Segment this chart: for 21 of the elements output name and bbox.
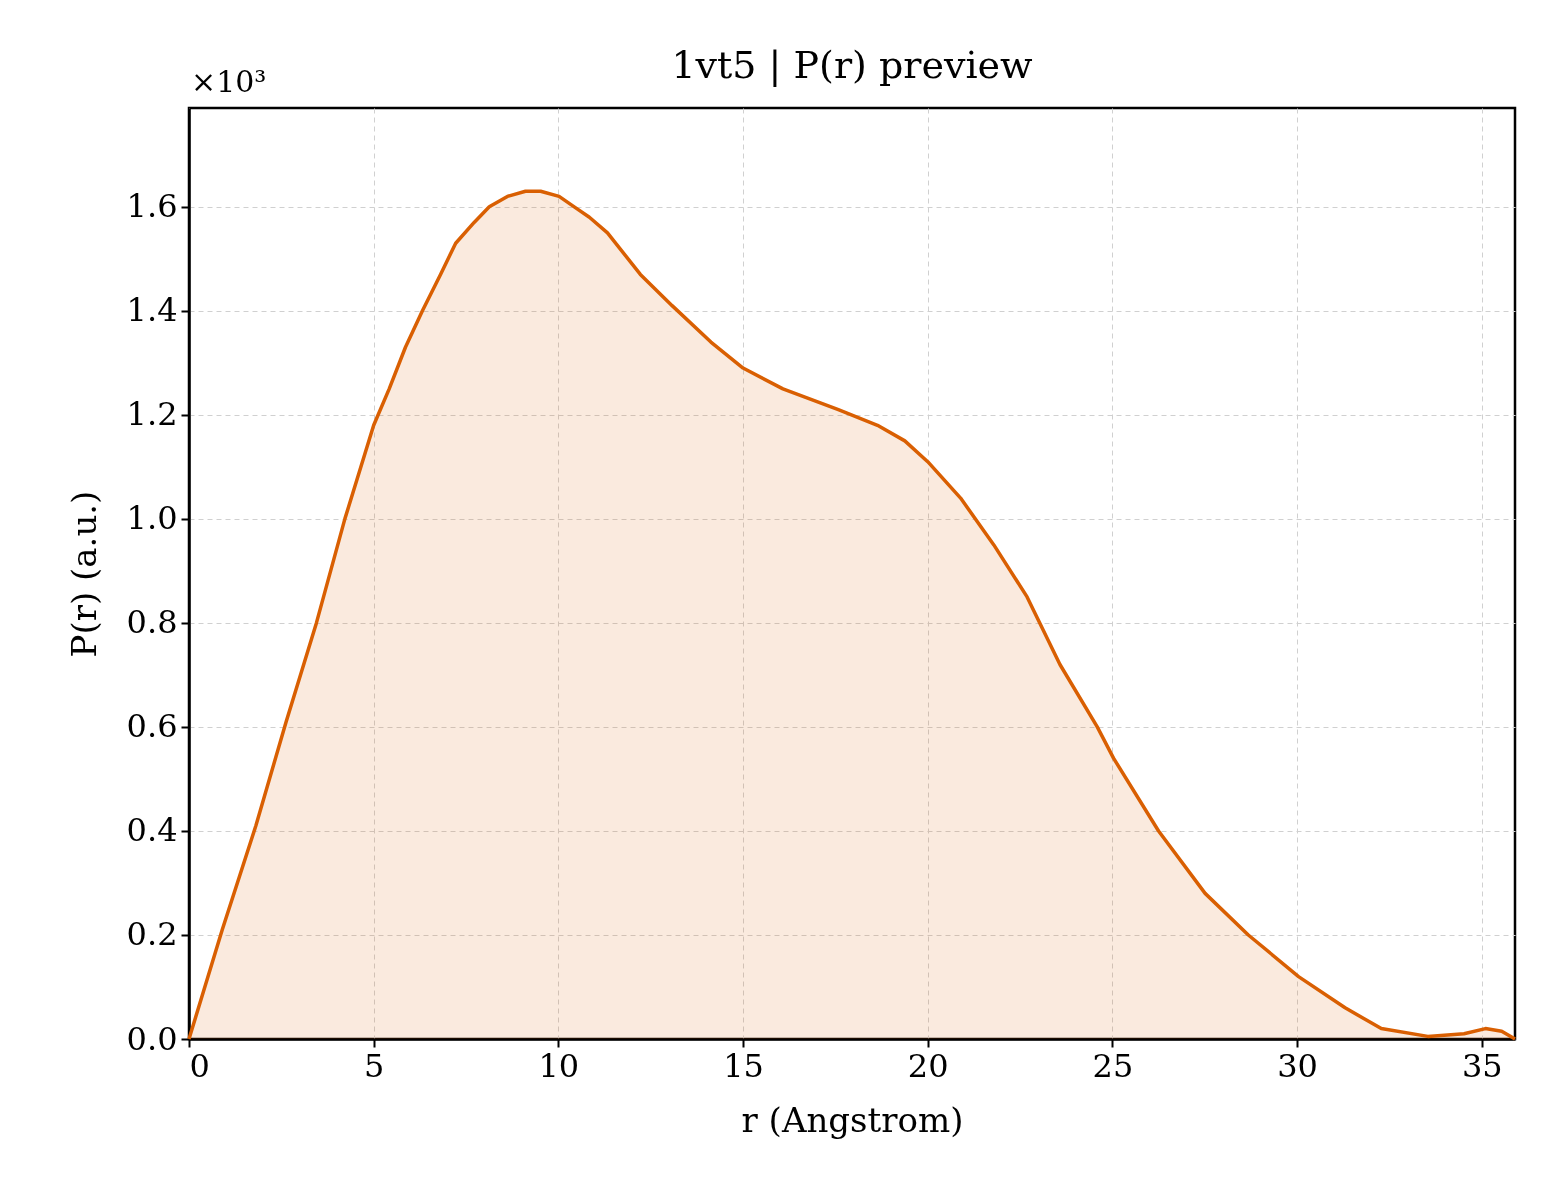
- chart-title: 1vt5 | P(r) preview: [671, 43, 1034, 87]
- text: ×10³: [191, 64, 267, 99]
- x-tick-label: 35: [1461, 1046, 1503, 1085]
- y-tick-label: 1.6: [126, 187, 178, 226]
- x-tick-label: 25: [1092, 1046, 1134, 1085]
- y-tick-label: 0.4: [126, 811, 178, 850]
- x-tick-label: 10: [538, 1046, 580, 1085]
- y-tick-label: 0.6: [126, 707, 178, 746]
- x-tick-label: 0: [189, 1046, 210, 1085]
- y-tick-label: 0.2: [126, 915, 178, 954]
- y-tick-label: 1.0: [126, 499, 178, 538]
- y-axis-title: P(r) (a.u.): [63, 490, 104, 658]
- x-axis-title: r (Angstrom): [741, 1099, 964, 1140]
- x-tick-label: 30: [1277, 1046, 1318, 1085]
- x-tick-label: 5: [364, 1046, 385, 1085]
- y-tick-label: 1.4: [126, 291, 178, 330]
- x-tick-label: 15: [723, 1046, 764, 1085]
- x-tick-label: 20: [907, 1046, 949, 1085]
- y-tick-label: 0.0: [126, 1019, 178, 1058]
- y-tick-label: 1.2: [126, 395, 178, 434]
- y-tick-label: 0.8: [126, 603, 178, 642]
